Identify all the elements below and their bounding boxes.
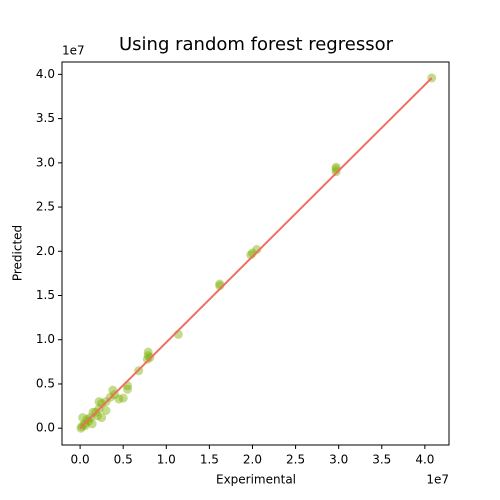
y-tick-label: 1.5 <box>36 288 55 302</box>
point <box>80 421 90 431</box>
point <box>252 245 262 255</box>
y-offset-label: 1e7 <box>62 44 85 58</box>
x-axis-label: Experimental <box>216 473 296 487</box>
y-tick-label: 1.0 <box>36 332 55 346</box>
y-tick-label: 0.5 <box>36 376 55 390</box>
point <box>78 413 88 423</box>
point <box>82 414 92 424</box>
point <box>114 394 124 404</box>
chart-title: Using random forest regressor <box>119 34 394 55</box>
point <box>331 167 341 177</box>
x-tick-label: 0.5 <box>114 453 133 467</box>
y-tick-label: 3.0 <box>36 155 55 169</box>
point <box>331 162 341 172</box>
point <box>123 384 133 394</box>
point <box>143 347 153 357</box>
y-tick-label: 4.0 <box>36 67 55 81</box>
y-tick-label: 2.0 <box>36 244 55 258</box>
x-tick-label: 1.5 <box>200 453 219 467</box>
x-tick-label: 3.0 <box>329 453 348 467</box>
x-tick-label: 2.0 <box>243 453 262 467</box>
x-tick-label: 1.0 <box>157 453 176 467</box>
x-tick-label: 3.5 <box>372 453 391 467</box>
point <box>84 416 94 426</box>
point <box>94 397 104 407</box>
point <box>87 419 97 429</box>
y-axis-label: Predicted <box>11 225 25 281</box>
x-offset-label: 1e7 <box>426 473 449 487</box>
point <box>118 393 128 403</box>
y-tick-label: 3.5 <box>36 111 55 125</box>
plot-frame <box>61 61 450 446</box>
point <box>101 406 111 416</box>
y-tick-label: 2.5 <box>36 200 55 214</box>
point <box>142 354 152 364</box>
point <box>97 413 107 423</box>
x-tick-label: 4.0 <box>415 453 434 467</box>
point <box>88 407 98 417</box>
y-tick-label: 0.0 <box>36 421 55 435</box>
x-tick-label: 2.5 <box>286 453 305 467</box>
x-tick-label: 0.0 <box>71 453 90 467</box>
fit-line <box>79 77 433 429</box>
